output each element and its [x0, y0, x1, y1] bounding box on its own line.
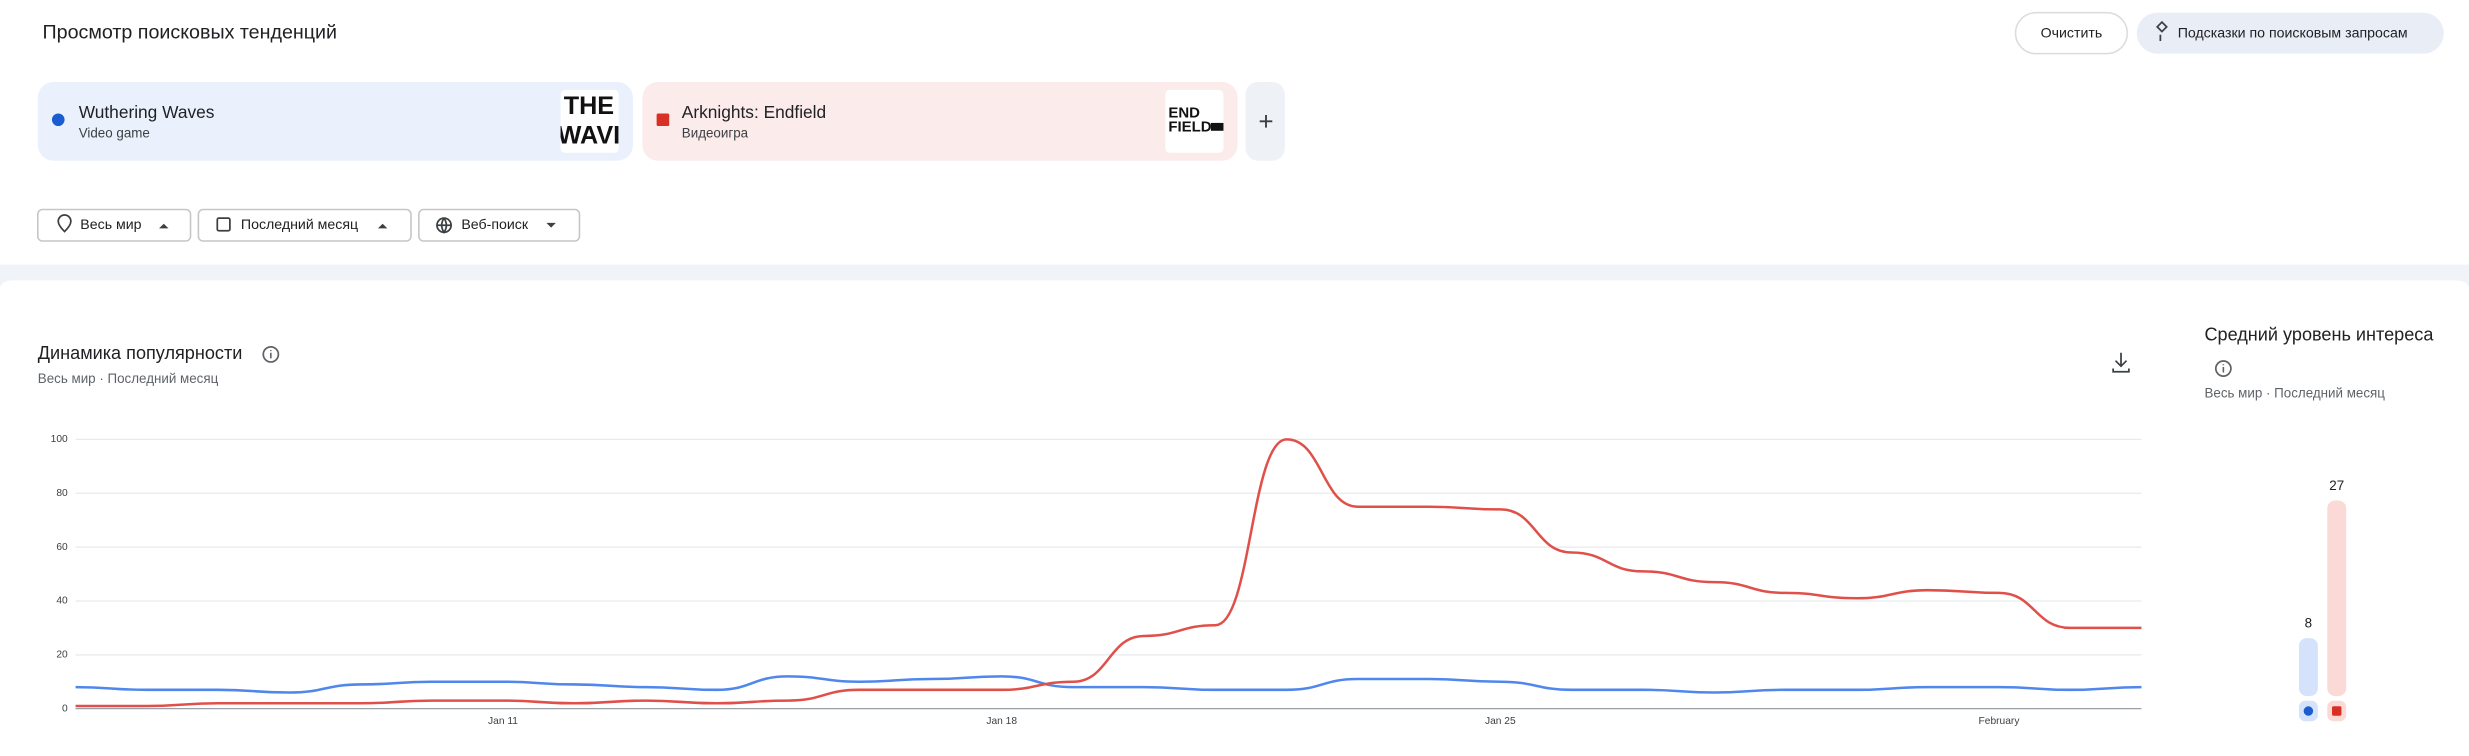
chart-subtitle: Весь мир · Последний месяц	[2204, 385, 2385, 400]
term-type: Video game	[79, 125, 150, 140]
thumb-text: WAVI	[558, 122, 621, 150]
suggest-icon	[2156, 20, 2168, 42]
suggestions-label[interactable]: Подсказки по поисковым запросам	[2178, 26, 2408, 42]
term-thumbnail: THE WAVI	[558, 89, 621, 153]
chart-subtitle: Весь мир · Последний месяц	[38, 371, 219, 386]
region-filter[interactable]: Весь мир	[37, 208, 192, 242]
y-tick-label: 100	[51, 434, 68, 445]
suggestions-button[interactable]: Подсказки по поисковым запросам	[2136, 12, 2444, 54]
clear-label[interactable]: Очистить	[2041, 26, 2103, 42]
thumb-text: THE	[564, 92, 614, 120]
chart-title: Динамика популярности	[38, 343, 243, 363]
clear-button[interactable]: Очистить	[2014, 11, 2129, 55]
term-card[interactable]: Wuthering Waves Video game THE WAVI	[37, 81, 633, 161]
series-line	[75, 675, 2142, 694]
legend-square	[2332, 706, 2342, 716]
info-icon[interactable]	[262, 345, 280, 363]
x-tick-label: Jan 25	[1485, 716, 1516, 727]
x-tick-label: Jan 18	[986, 716, 1017, 727]
bar-label: 8	[2305, 615, 2312, 630]
thumb-text: END	[1168, 104, 1200, 121]
filter-label[interactable]: Веб-поиск	[461, 217, 529, 233]
term-square	[656, 113, 670, 127]
period-filter[interactable]: Последний месяц	[197, 208, 412, 242]
term-name: Arknights: Endfield	[682, 102, 826, 122]
chart-title: Средний уровень интереса	[2204, 324, 2434, 344]
bar	[2298, 638, 2318, 697]
legend-dot	[2303, 706, 2314, 716]
bar-label: 27	[2329, 478, 2344, 493]
x-tick-label: Jan 11	[488, 716, 518, 727]
x-tick-label: February	[1979, 716, 2021, 727]
filter-label[interactable]: Последний месяц	[241, 217, 358, 233]
filter-label[interactable]: Весь мир	[80, 217, 141, 233]
page-title: Просмотр поисковых тенденций	[43, 21, 338, 43]
search-type-filter[interactable]: Веб-поиск	[418, 208, 581, 242]
bar	[2327, 500, 2347, 697]
term-name: Wuthering Waves	[79, 102, 215, 122]
add-term-button[interactable]	[1245, 81, 1285, 161]
term-dot	[51, 113, 65, 127]
term-thumbnail: END FIELD	[1165, 89, 1224, 153]
y-tick-label: 80	[56, 488, 68, 499]
term-card[interactable]: Arknights: Endfield Видеоигра END FIELD	[642, 81, 1238, 161]
download-button[interactable]	[2112, 352, 2130, 373]
thumb-text: FIELD	[1168, 119, 1211, 136]
y-tick-label: 40	[56, 596, 68, 607]
info-icon[interactable]	[2214, 360, 2232, 377]
term-type: Видеоигра	[682, 125, 749, 140]
series-line	[75, 438, 2142, 708]
y-tick-label: 20	[56, 650, 68, 661]
y-tick-label: 60	[56, 542, 68, 553]
y-tick-label: 0	[62, 703, 68, 714]
